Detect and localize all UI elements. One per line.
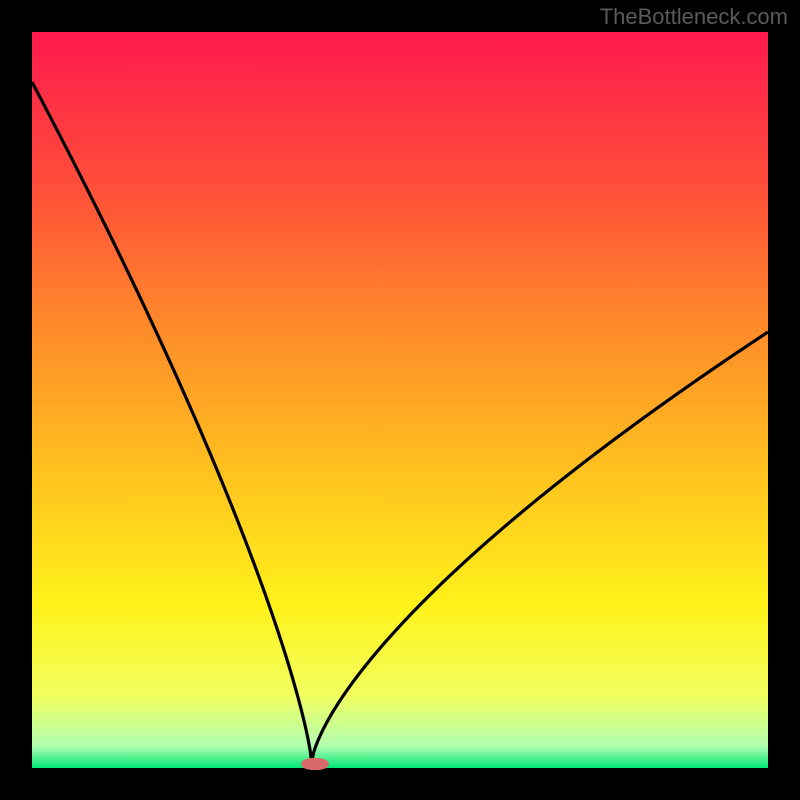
minimum-marker <box>301 758 329 770</box>
chart-plot-area <box>32 32 768 768</box>
watermark-text: TheBottleneck.com <box>600 4 788 30</box>
bottleneck-curve <box>32 82 768 762</box>
curve-svg <box>32 32 768 768</box>
